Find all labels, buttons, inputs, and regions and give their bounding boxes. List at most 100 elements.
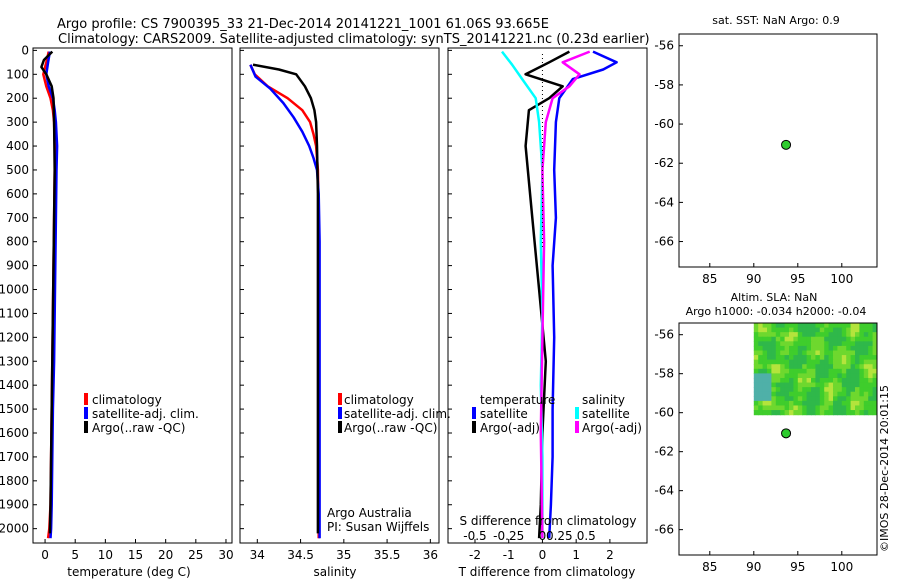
- sla-cell: [846, 336, 852, 342]
- sla-cell: [775, 368, 781, 374]
- sla-cell: [780, 387, 786, 393]
- sla-cell: [780, 355, 786, 361]
- sla-cell: [824, 345, 830, 352]
- sla-cell: [784, 332, 790, 338]
- legend-title-salinity: salinity: [582, 393, 625, 407]
- x2tick-label: 0: [539, 529, 547, 543]
- x2tick-label: 0.25: [546, 529, 573, 543]
- sla-cell: [767, 410, 772, 416]
- sla-cell: [775, 400, 781, 407]
- sla-cell: [762, 345, 768, 352]
- sla-cell: [753, 391, 759, 397]
- x2tick-label: 0.5: [577, 529, 596, 543]
- sla-cell: [784, 336, 790, 342]
- sla-cell: [771, 355, 777, 361]
- ytick-label: -64: [654, 484, 674, 498]
- legend-swatch-sal-satellite: [575, 407, 579, 419]
- sla-cell: [815, 332, 821, 338]
- legend-label-sal-satellite: satellite: [582, 407, 630, 421]
- sla-cell: [802, 323, 808, 329]
- sla-cell: [850, 382, 856, 388]
- sla-cell: [775, 364, 781, 370]
- sla-cell: [811, 364, 816, 370]
- sla-cell: [784, 377, 790, 384]
- sla-cell: [789, 405, 794, 411]
- sla-cell: [815, 382, 821, 388]
- sla-cell: [815, 391, 821, 397]
- sla-cell: [806, 355, 812, 361]
- sla-cell: [841, 364, 847, 370]
- x2tick-label: -0.5: [463, 529, 486, 543]
- sla-cell: [811, 400, 816, 407]
- sla-cell: [815, 400, 821, 407]
- sla-cell: [753, 323, 759, 329]
- sla-cell: [841, 355, 847, 361]
- sla-cell: [868, 359, 874, 365]
- sla-cell: [789, 341, 794, 347]
- sla-cell: [868, 332, 874, 338]
- sla-cell: [872, 332, 877, 338]
- xtick-label: 90: [746, 272, 761, 286]
- sla-cell: [793, 396, 799, 402]
- sla-cell: [793, 336, 799, 342]
- xtick-label: 1: [572, 548, 580, 562]
- sla-cell: [789, 382, 794, 388]
- legend-label-argo: Argo(..raw -QC): [92, 421, 185, 435]
- sla-cell: [797, 323, 803, 329]
- sla-cell: [802, 405, 808, 411]
- sla-cell: [872, 327, 877, 333]
- sla-cell: [846, 355, 852, 361]
- sla-cell: [784, 391, 790, 397]
- sla-cell: [850, 396, 856, 402]
- sla-cell: [846, 368, 852, 374]
- sla-cell: [850, 345, 856, 352]
- sla-cell: [762, 368, 768, 374]
- sla-cell: [859, 387, 865, 393]
- sla-cell: [863, 323, 869, 329]
- sla-cell: [841, 391, 847, 397]
- sla-cell: [771, 377, 777, 384]
- sla-cell: [841, 400, 847, 407]
- sla-cell: [819, 396, 825, 402]
- sla-cell: [802, 391, 808, 397]
- sla-cell: [824, 341, 830, 347]
- sla-cell: [811, 332, 816, 338]
- sla-cell: [806, 341, 812, 347]
- sla-cell: [753, 345, 759, 352]
- sla-cell: [850, 368, 856, 374]
- sla-cell: [824, 410, 830, 416]
- sla-cell: [802, 364, 808, 370]
- sla-cell: [855, 382, 860, 388]
- series-differences-3: [539, 50, 591, 539]
- sla-cell: [806, 336, 812, 342]
- sla-cell: [789, 373, 794, 379]
- sla-cell: [819, 323, 825, 329]
- series-salinity-0: [249, 64, 320, 539]
- sla-cell: [868, 341, 874, 347]
- sla-cell: [859, 323, 865, 329]
- sla-cell: [771, 341, 777, 347]
- sla-cell: [837, 336, 843, 342]
- sla-cell: [863, 359, 869, 365]
- sla-cell: [789, 377, 794, 384]
- sla-cell: [855, 400, 860, 407]
- ytick-label: 100: [6, 67, 29, 81]
- sla-cell: [859, 332, 865, 338]
- sla-cell: [850, 327, 856, 333]
- sla-cell: [872, 387, 877, 393]
- sla-cell: [815, 355, 821, 361]
- sla-cell: [833, 336, 838, 342]
- sla-cell: [872, 405, 877, 411]
- sla-cell: [824, 391, 830, 397]
- sla-cell: [837, 377, 843, 384]
- sla-cell: [784, 364, 790, 370]
- sla-cell: [837, 341, 843, 347]
- sla-cell: [855, 373, 860, 379]
- temperature-panel: 0 5 10 15 20 25 300100200300400500600700800900…: [0, 43, 234, 579]
- sla-cell: [828, 373, 834, 379]
- sla-cell: [797, 350, 803, 356]
- sla-cell: [771, 336, 777, 342]
- sla-cell: [797, 387, 803, 393]
- sla-cell: [859, 396, 865, 402]
- sla-cell: [872, 373, 877, 379]
